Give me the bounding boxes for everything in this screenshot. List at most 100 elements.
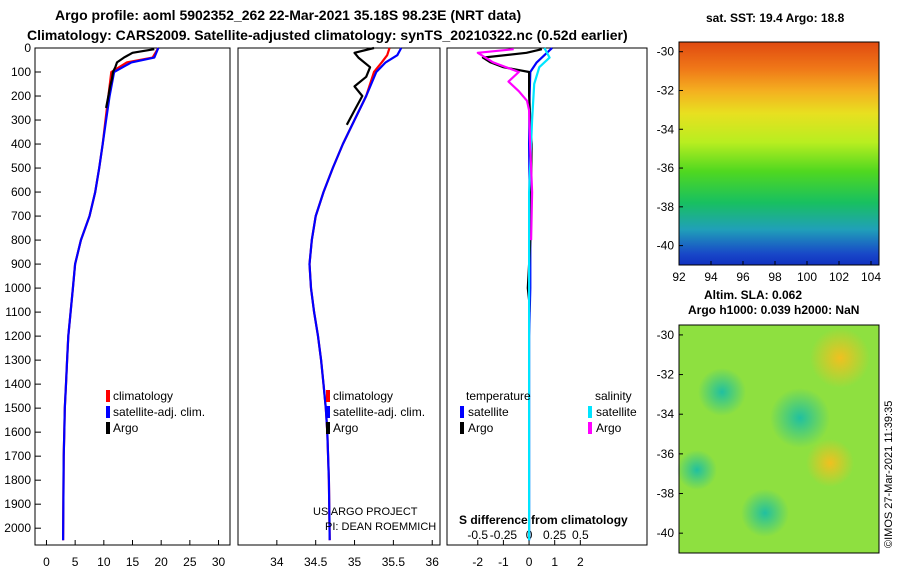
depth-tick-label: 500: [11, 161, 31, 175]
temperature-diff-tick-label: 0: [526, 555, 533, 569]
legend-sat-label: satellite-adj. clim.: [113, 405, 205, 419]
salinity-tick-label: 34.5: [304, 555, 328, 569]
legend-temp-sat-marker: [460, 406, 464, 418]
depth-tick-label: 400: [11, 137, 31, 151]
sla-anomaly-blob: [677, 450, 717, 490]
sst-lon-tick-label: 104: [861, 270, 881, 284]
legend-sal-argo-label: Argo: [596, 421, 622, 435]
temperature-frame: [34, 47, 231, 546]
difference-frame: [446, 47, 648, 546]
difference-panel: -0.5 -0.25 0 0.25 0.5-2 -1 0 1 2 temperature sal…: [446, 47, 648, 569]
temperature-series-line: [105, 48, 155, 109]
salinity-tick-label: 36: [426, 555, 440, 569]
temperature-series: [62, 47, 160, 541]
sst-lat-tick-label: -32: [657, 83, 675, 97]
salinity-diff-tick-label: -0.5: [467, 528, 488, 542]
sla-map-title1: Altim. SLA: 0.062: [704, 288, 802, 302]
legend-argo-marker: [326, 422, 330, 434]
title-line2: Climatology: CARS2009. Satellite-adjuste…: [27, 27, 628, 43]
depth-tick-label: 100: [11, 65, 31, 79]
difference-axis-title: S difference from climatology: [459, 513, 628, 527]
sst-lon-tick-label: 98: [768, 270, 782, 284]
depth-tick-label: 900: [11, 257, 31, 271]
temperature-diff-tick-label: -2: [472, 555, 483, 569]
legend-clim-label: climatology: [333, 389, 393, 403]
difference-series-line: [527, 47, 551, 541]
sst-map-panel: sat. SST: 19.4 Argo: 18.8: [657, 11, 882, 284]
legend-sal-sat-marker: [588, 406, 592, 418]
sst-map-title: sat. SST: 19.4 Argo: 18.8: [706, 11, 845, 25]
salinity-diff-tick-label: -0.25: [490, 528, 518, 542]
depth-tick-label: 800: [11, 233, 31, 247]
temperature-diff-tick-label: 1: [551, 555, 558, 569]
sst-lat-tick-label: -30: [657, 45, 675, 59]
legend-argo-label: Argo: [333, 421, 359, 435]
sla-anomaly-blob: [770, 388, 830, 448]
difference-series-line: [481, 48, 543, 313]
sla-anomaly-blob: [698, 368, 746, 416]
legend-sal-argo-marker: [588, 422, 592, 434]
legend-clim-marker: [106, 390, 110, 402]
title-line1: Argo profile: aoml 5902352_262 22-Mar-20…: [55, 7, 521, 23]
sla-lat-tick-label: -30: [657, 328, 675, 342]
depth-tick-label: 300: [11, 113, 31, 127]
temperature-panel: 0100200300400500600700800900100011001200…: [4, 41, 231, 569]
sst-lat-tick-label: -40: [657, 239, 675, 253]
legend-sat-marker: [326, 406, 330, 418]
depth-tick-label: 1600: [4, 425, 31, 439]
legend-temperature-heading: temperature: [466, 389, 531, 403]
salinity-series-line: [308, 47, 403, 541]
salinity-panel: 34 34.5 35 35.5 36 climatology satellite-adj…: [237, 46, 441, 569]
sla-anomaly-blob: [810, 328, 870, 388]
sst-lon-tick-label: 100: [797, 270, 817, 284]
depth-tick-label: 1700: [4, 449, 31, 463]
salinity-series: [308, 46, 403, 541]
salinity-tick-label: 34: [270, 555, 284, 569]
temperature-tick-label: 25: [183, 555, 197, 569]
temperature-tick-label: 30: [212, 555, 226, 569]
difference-series-line: [476, 48, 534, 241]
credit-pi: PI: DEAN ROEMMICH: [325, 521, 436, 533]
legend-temp-sat-label: satellite: [468, 405, 509, 419]
depth-tick-label: 1500: [4, 401, 31, 415]
depth-tick-label: 1800: [4, 473, 31, 487]
legend-sal-sat-label: satellite: [596, 405, 637, 419]
sla-map-title2: Argo h1000: 0.039 h2000: NaN: [688, 303, 859, 317]
depth-axis: 0 100 200 300 400 500 600 700 800 900 1000 1100 1200…: [4, 41, 41, 535]
legend-argo-marker: [106, 422, 110, 434]
legend-clim-marker: [326, 390, 330, 402]
difference-series: [476, 47, 553, 541]
depth-tick-label: 1900: [4, 497, 31, 511]
sst-lon-tick-label: 92: [672, 270, 686, 284]
sla-lat-tick-label: -36: [657, 447, 675, 461]
sst-lat-tick-label: -38: [657, 200, 675, 214]
sst-map-image: [679, 42, 879, 265]
timestamp-label: ©IMOS 27-Mar-2021 11:39:35: [883, 401, 895, 548]
salinity-tick-label: 35: [348, 555, 362, 569]
depth-tick-label: 2000: [4, 521, 31, 535]
legend-argo-label: Argo: [113, 421, 139, 435]
temperature-diff-tick-label: -1: [498, 555, 509, 569]
temperature-tick-label: 5: [72, 555, 79, 569]
salinity-frame: [237, 47, 441, 546]
salinity-series-line: [345, 46, 375, 126]
legend-temp-argo-marker: [460, 422, 464, 434]
credit-project: US ARGO PROJECT: [313, 506, 418, 518]
temperature-x-axis: 0 5 10 15 20 25 30: [43, 540, 226, 569]
sst-map-axes: 92 94 96 98 100 102 104 -30 -32 -34 -36 -38 -40: [657, 41, 881, 284]
depth-tick-label: 600: [11, 185, 31, 199]
sla-map-frame: [678, 324, 880, 554]
sla-lat-tick-label: -34: [657, 407, 675, 421]
salinity-x-axis: 34 34.5 35 35.5 36: [270, 540, 439, 569]
depth-tick-label: 1400: [4, 377, 31, 391]
legend-sat-label: satellite-adj. clim.: [333, 405, 425, 419]
legend-sat-marker: [106, 406, 110, 418]
sla-anomaly-blob: [741, 489, 789, 537]
sla-anomaly-blob: [806, 439, 854, 487]
sst-lon-tick-label: 96: [736, 270, 750, 284]
sla-map-anomalies: [677, 328, 870, 537]
legend-clim-label: climatology: [113, 389, 173, 403]
salinity-diff-tick-label: 0.5: [572, 528, 589, 542]
legend-salinity-heading: salinity: [595, 389, 632, 403]
